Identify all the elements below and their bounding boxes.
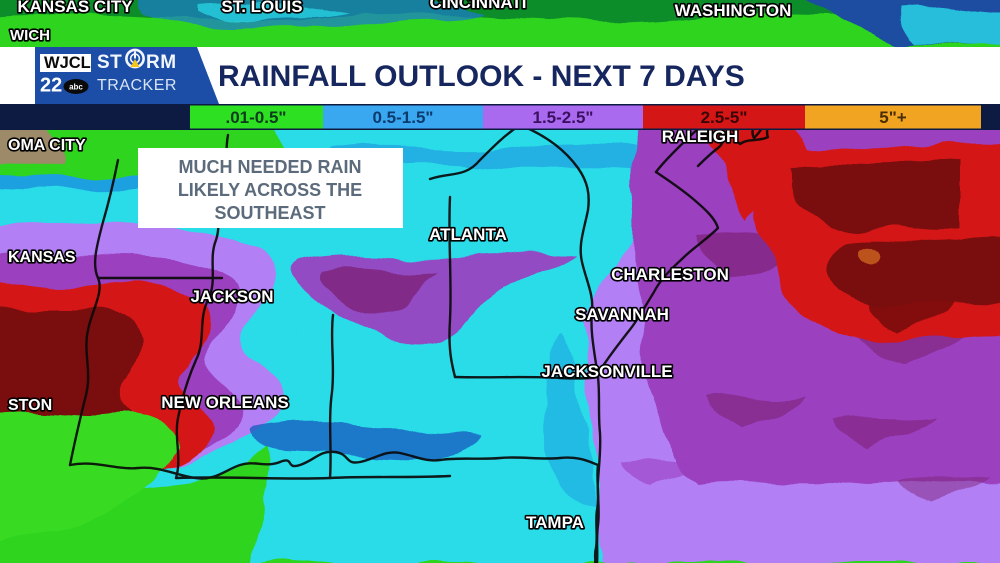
svg-text:2.5-5": 2.5-5": [701, 108, 748, 127]
svg-text:TAMPA: TAMPA: [526, 513, 584, 532]
svg-text:JACKSON: JACKSON: [190, 287, 273, 306]
svg-text:WASHINGTON: WASHINGTON: [675, 1, 792, 20]
svg-text:RAINFALL OUTLOOK - NEXT 7 DAYS: RAINFALL OUTLOOK - NEXT 7 DAYS: [218, 60, 745, 93]
svg-text:CINCINNATI: CINCINNATI: [430, 0, 527, 12]
svg-text:NEW ORLEANS: NEW ORLEANS: [161, 393, 289, 412]
svg-text:ST. LOUIS: ST. LOUIS: [221, 0, 302, 16]
svg-text:ATLANTA: ATLANTA: [429, 225, 507, 244]
svg-text:22: 22: [40, 75, 62, 97]
svg-text:TRACKER: TRACKER: [97, 77, 177, 94]
svg-text:WICH: WICH: [10, 27, 50, 44]
svg-text:CHARLESTON: CHARLESTON: [611, 265, 729, 284]
svg-text:STON: STON: [8, 397, 52, 414]
svg-text:0.5-1.5": 0.5-1.5": [373, 108, 434, 127]
svg-text:RM: RM: [146, 52, 177, 73]
svg-text:KANSAS: KANSAS: [8, 249, 76, 266]
svg-text:WJCL: WJCL: [44, 54, 91, 72]
svg-text:SOUTHEAST: SOUTHEAST: [214, 203, 325, 223]
svg-text:SAVANNAH: SAVANNAH: [575, 305, 669, 324]
svg-text:KANSAS CITY: KANSAS CITY: [17, 0, 133, 16]
svg-text:OMA CITY: OMA CITY: [8, 137, 86, 154]
svg-text:JACKSONVILLE: JACKSONVILLE: [541, 362, 672, 381]
svg-text:1.5-2.5": 1.5-2.5": [533, 108, 594, 127]
svg-text:5"+: 5"+: [879, 108, 907, 127]
svg-text:MUCH NEEDED RAIN: MUCH NEEDED RAIN: [178, 157, 361, 177]
svg-text:ST: ST: [97, 52, 122, 73]
svg-text:abc: abc: [69, 83, 83, 92]
svg-text:LIKELY ACROSS THE: LIKELY ACROSS THE: [178, 180, 362, 200]
svg-text:.01-0.5": .01-0.5": [226, 108, 287, 127]
